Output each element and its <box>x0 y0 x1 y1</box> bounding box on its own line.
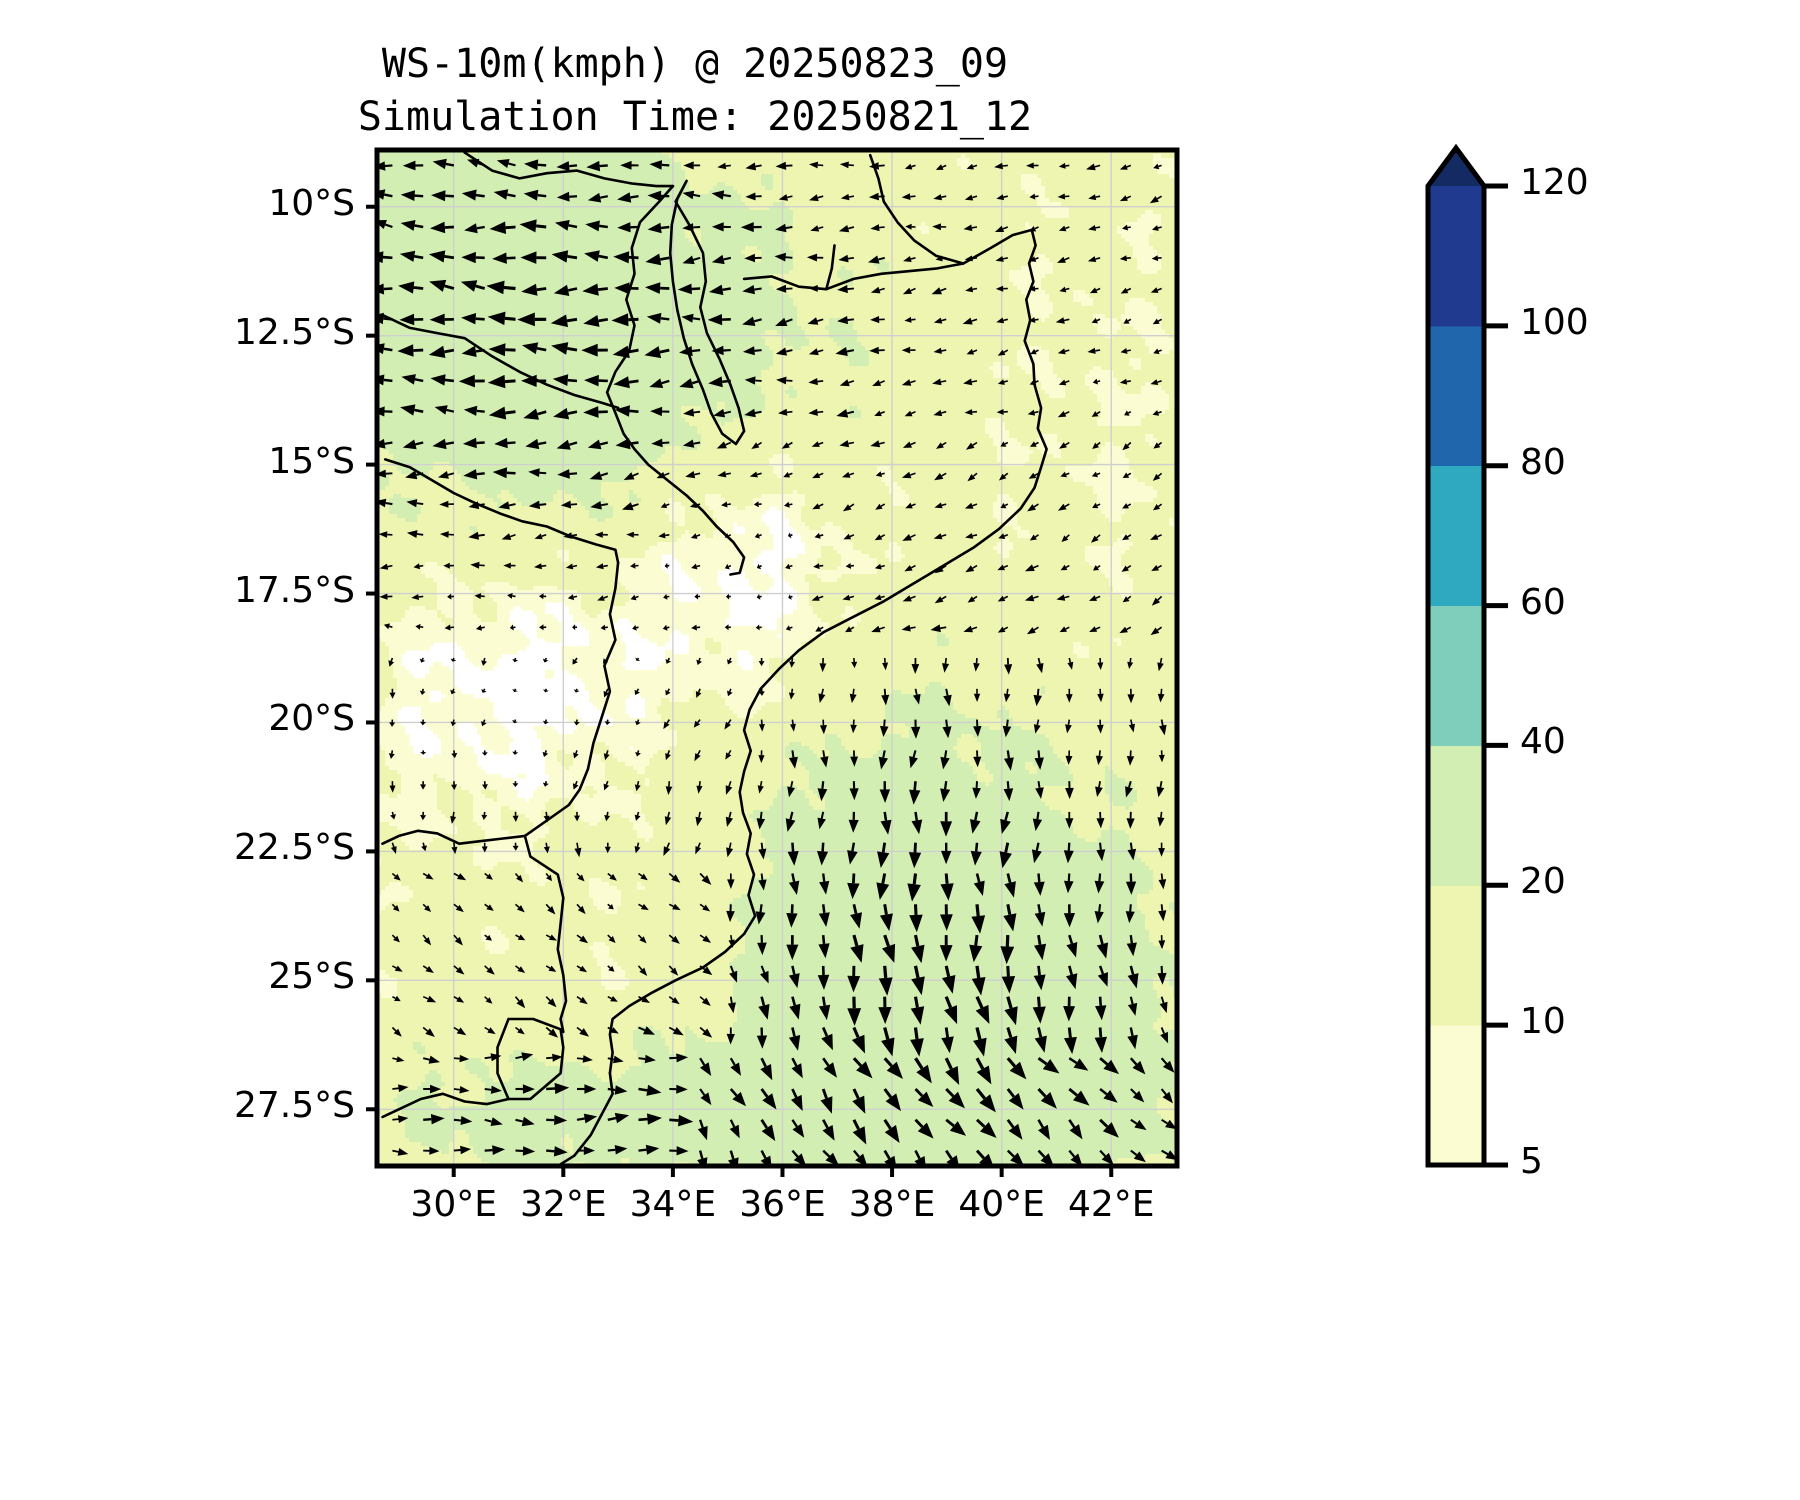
longitude-tick-label: 38°E <box>848 1184 936 1225</box>
latitude-tick-label: 22.5°S <box>233 827 355 869</box>
latitude-tick-label: 12.5°S <box>233 311 355 353</box>
latitude-tick-label: 25°S <box>268 956 355 998</box>
coastline-layer <box>381 151 1048 1166</box>
longitude-tick-layer <box>451 1166 1114 1177</box>
longitude-tick-label: 42°E <box>1067 1184 1155 1225</box>
title-line-primary: WS-10m(kmph) @ 20250823_09 <box>381 41 1009 87</box>
colorbar-tick-label: 10 <box>1520 1001 1566 1043</box>
longitude-tick-label: 36°E <box>739 1184 826 1225</box>
colorbar-tick-label: 120 <box>1520 162 1589 203</box>
colorbar-tick-label: 20 <box>1520 861 1566 903</box>
title-line-secondary: Simulation Time: 20250821_12 <box>357 94 1033 141</box>
colorbar-tick-label: 80 <box>1520 441 1566 483</box>
latitude-tick-label: 10°S <box>268 182 355 224</box>
colorbar-tick-label: 100 <box>1520 301 1589 343</box>
latitude-tick-label: 20°S <box>268 698 355 740</box>
wind-vector-layer <box>377 158 1177 1166</box>
latitude-tick-label: 27.5°S <box>233 1085 355 1127</box>
latitude-tick-label: 17.5°S <box>233 569 355 611</box>
figure-title: WS-10m(kmph) @ 20250823_09 Simulation Ti… <box>0 38 1390 144</box>
latitude-tick-label: 15°S <box>268 440 355 482</box>
map-frame <box>374 147 1180 1169</box>
longitude-tick-label: 34°E <box>629 1184 717 1225</box>
colorbar-tick-label: 5 <box>1520 1141 1543 1182</box>
latitude-tick-layer <box>366 204 377 1112</box>
colorbar-tick-label: 60 <box>1520 581 1566 623</box>
map-fill-layer <box>377 150 1177 1166</box>
longitude-tick-label: 30°E <box>410 1184 497 1225</box>
colorbar-layer <box>1425 143 1508 1168</box>
longitude-tick-label: 40°E <box>958 1184 1045 1225</box>
longitude-tick-label: 32°E <box>520 1184 607 1225</box>
colorbar-tick-label: 40 <box>1520 721 1566 763</box>
